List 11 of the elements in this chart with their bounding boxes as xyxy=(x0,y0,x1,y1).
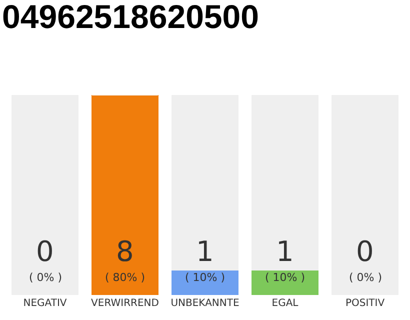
data-label: 0 ( 0% ) xyxy=(349,235,382,284)
x-tick-label: NEGATIV xyxy=(23,298,67,309)
data-label: 8 ( 80% ) xyxy=(105,235,146,284)
x-tick-label: VERWIRREND xyxy=(91,298,160,309)
x-tick-label: UNBEKANNTE xyxy=(170,298,240,309)
data-label: 1 ( 10% ) xyxy=(185,235,226,284)
chart-title: 04962518620500 xyxy=(2,0,260,35)
x-tick-label: EGAL xyxy=(272,298,299,309)
x-tick-label: POSITIV xyxy=(345,298,385,309)
data-label: 1 ( 10% ) xyxy=(265,235,306,284)
data-label: 0 ( 0% ) xyxy=(29,235,62,284)
